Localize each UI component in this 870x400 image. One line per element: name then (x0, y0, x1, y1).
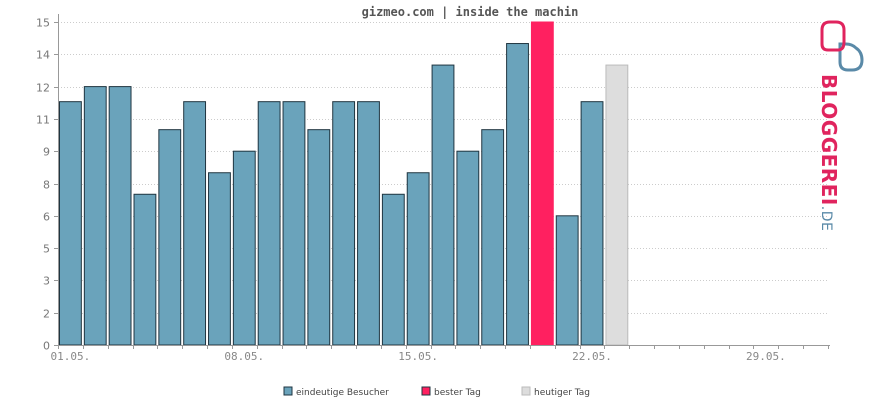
legend-swatch-bester-tag (421, 386, 431, 396)
bar-eindeutige-besucher (456, 150, 480, 346)
bar-eindeutige-besucher (357, 101, 380, 346)
y-tick-label: 14 (36, 49, 50, 62)
legend-item-bester-tag: bester Tag (421, 386, 481, 398)
bar-eindeutige-besucher (481, 129, 505, 346)
chart-title: gizmeo.com | inside the machin (362, 5, 579, 19)
x-tick-label: 15.05. (398, 350, 438, 363)
y-tick-label: 0 (43, 340, 50, 353)
bar-bester-tag (530, 21, 554, 346)
bar-eindeutige-besucher (580, 101, 604, 346)
bar-eindeutige-besucher (158, 129, 182, 346)
y-tick-label: 15 (36, 17, 50, 30)
logo-name: BLOGGEREI (817, 74, 841, 206)
legend-label-bester-tag: bester Tag (434, 388, 481, 398)
bloggerei-logo: BLOGGEREI.DE (817, 20, 864, 231)
legend-swatch-heutiger-tag (521, 386, 531, 396)
bar-eindeutige-besucher (257, 101, 281, 346)
y-tick-label: 6 (43, 211, 50, 224)
bar-eindeutige-besucher (83, 86, 107, 346)
x-tick-label: 01.05. (51, 350, 91, 363)
bar-eindeutige-besucher (406, 172, 430, 346)
x-axis-ticks: 01.05. 08.05. 15.05. 22.05. 29.05. (51, 345, 829, 363)
bar-eindeutige-besucher (381, 193, 405, 346)
legend-item-heutiger-tag: heutiger Tag (521, 386, 590, 398)
x-tick-label: 29.05. (746, 350, 786, 363)
y-tick-label: 5 (43, 243, 50, 256)
y-axis-ticks: 0 2 3 5 6 8 9 11 12 14 15 (36, 17, 58, 353)
x-tick-label: 22.05. (572, 350, 612, 363)
legend: eindeutige Besucher bester Tag heutiger … (283, 386, 590, 398)
bar-eindeutige-besucher (431, 64, 455, 346)
y-tick-label: 3 (43, 275, 50, 288)
logo-icon (820, 20, 864, 72)
legend-item-eindeutige-besucher: eindeutige Besucher (283, 386, 389, 398)
bar-eindeutige-besucher (208, 172, 231, 346)
bar-eindeutige-besucher (183, 101, 207, 346)
bar-heutiger-tag (605, 64, 629, 346)
bar-eindeutige-besucher (133, 193, 157, 346)
logo-suffix: .DE (818, 206, 834, 232)
bar-eindeutige-besucher (555, 215, 579, 346)
y-tick-label: 12 (36, 82, 50, 95)
y-tick-label: 8 (43, 179, 50, 192)
axes (58, 14, 830, 346)
bars (59, 21, 629, 346)
bar-eindeutige-besucher (232, 150, 256, 346)
legend-label-heutiger-tag: heutiger Tag (534, 388, 590, 398)
bar-eindeutige-besucher (332, 101, 356, 346)
y-tick-label: 2 (43, 308, 50, 321)
logo-wordmark: BLOGGEREI.DE (817, 74, 841, 231)
legend-swatch-eindeutige-besucher (283, 386, 293, 396)
bar-eindeutige-besucher (59, 101, 82, 346)
legend-label-eindeutige-besucher: eindeutige Besucher (296, 388, 389, 398)
x-tick-label: 08.05. (224, 350, 264, 363)
bar-eindeutige-besucher (307, 129, 331, 346)
bar-eindeutige-besucher (506, 43, 529, 346)
y-tick-label: 9 (43, 146, 50, 159)
bar-eindeutige-besucher (282, 101, 306, 346)
y-tick-label: 11 (36, 114, 50, 127)
bar-eindeutige-besucher (108, 86, 132, 346)
